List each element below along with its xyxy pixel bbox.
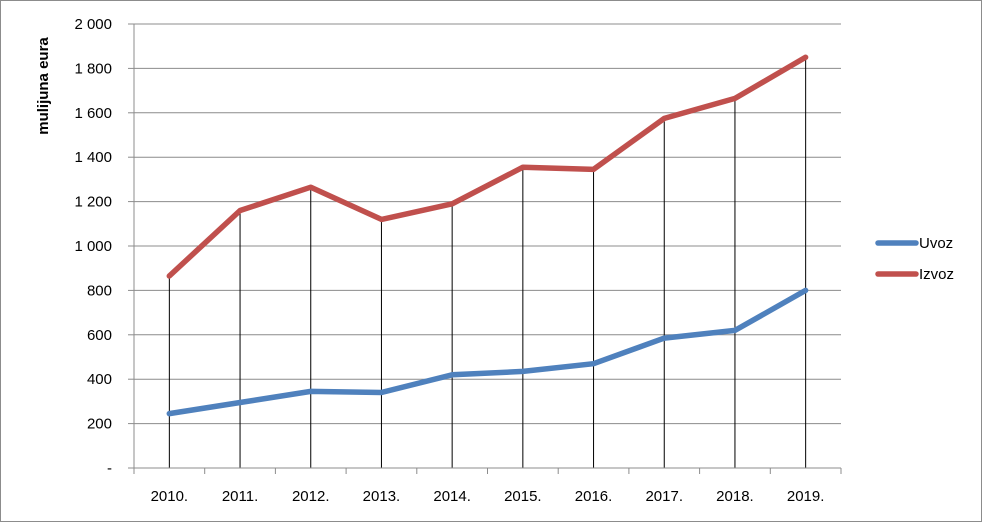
x-tick-label: 2014.	[433, 488, 471, 505]
y-tick-label: -	[107, 460, 112, 477]
legend-label-uvoz: Uvoz	[919, 235, 953, 252]
series	[166, 54, 809, 417]
y-tick-label: 1 000	[74, 238, 112, 255]
y-tick-label: 2 000	[74, 16, 112, 33]
gridlines	[134, 23, 841, 425]
y-tick-label: 800	[87, 282, 112, 299]
y-tick-label: 600	[87, 327, 112, 344]
legend-label-izvoz: Izvoz	[919, 266, 954, 283]
y-ticks: - 200 400 600 800 1 000 1 200 1 400 1 600 1 800 2 …	[74, 16, 134, 477]
x-tick-label: 2016.	[575, 488, 613, 505]
series-line-izvoz	[166, 54, 809, 279]
x-tick-label: 2017.	[645, 488, 683, 505]
x-ticks: 2010. 2011. 2012. 2013. 2014. 2015. 2016. 2017.…	[133, 468, 842, 505]
y-tick-label: 1 200	[74, 194, 112, 211]
x-tick-label: 2015.	[504, 488, 542, 505]
x-tick-label: 2012.	[292, 488, 330, 505]
y-axis-label: mulijuna eura	[35, 37, 52, 135]
y-tick-label: 1 600	[74, 105, 112, 122]
x-tick-label: 2011.	[222, 488, 258, 505]
y-tick-label: 200	[87, 416, 112, 433]
legend: Uvoz Izvoz	[875, 235, 954, 283]
drop-lines	[168, 57, 807, 468]
x-tick-label: 2013.	[363, 488, 401, 505]
y-tick-label: 400	[87, 371, 112, 388]
y-tick-label: 1 800	[74, 60, 112, 77]
x-tick-label: 2019.	[787, 488, 825, 505]
x-tick-label: 2018.	[716, 488, 754, 505]
y-tick-label: 1 400	[74, 149, 112, 166]
x-tick-label: 2010.	[151, 488, 189, 505]
series-line-uvoz	[166, 287, 809, 417]
